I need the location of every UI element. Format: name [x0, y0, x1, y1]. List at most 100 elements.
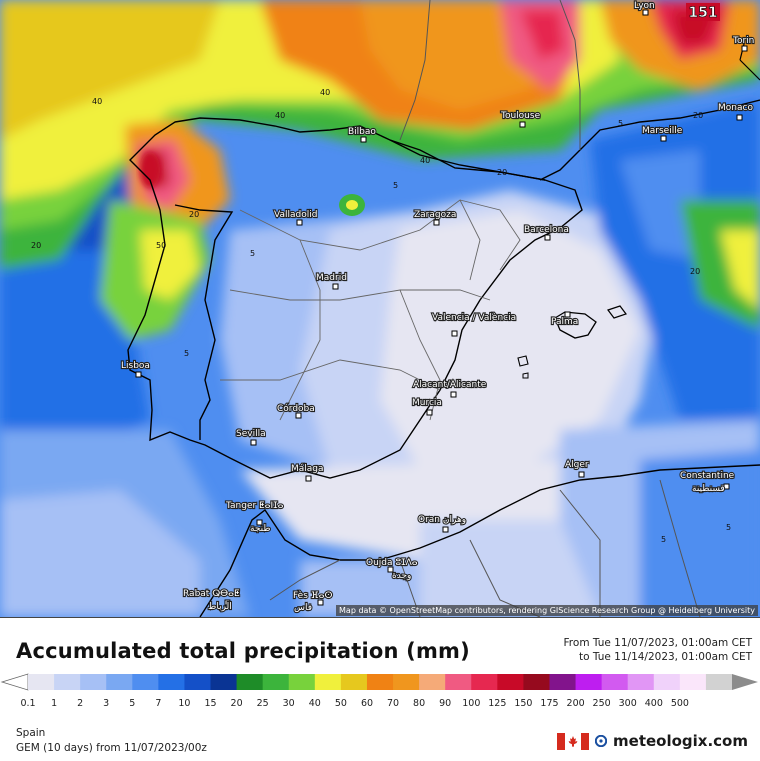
- map-canvas: 40 40 40 40 20 20 5 20 20 5 5 50 20 5 5 …: [0, 0, 760, 617]
- city-markers: [135, 9, 748, 606]
- contour-label: 20: [690, 267, 700, 276]
- city-label-constantine: Constantine: [680, 471, 735, 481]
- city-label-valladolid: Valladolid: [274, 210, 317, 220]
- scale-swatch: [132, 674, 159, 690]
- scale-tick-label: 100: [462, 698, 481, 709]
- scale-swatch: [106, 674, 133, 690]
- scale-swatch: [314, 674, 342, 690]
- scale-swatch: [210, 674, 238, 690]
- scale-tick-label: 250: [592, 698, 611, 709]
- scale-swatch: [497, 674, 524, 690]
- scale-tick-label: 0.1: [20, 698, 36, 709]
- scale-tick-label: 70: [386, 698, 400, 709]
- scale-tick-label: 25: [256, 698, 269, 709]
- legend-period: From Tue 11/07/2023, 01:00am CET to Tue …: [564, 636, 752, 664]
- precip-field: [0, 0, 760, 617]
- formentera-coastline: [522, 372, 529, 379]
- brand-name: meteologix.com: [613, 732, 748, 750]
- city-label-oujda-ar: وجدة: [392, 571, 411, 581]
- city-label-rabat: Rabat ⵕⴱⴰⵟ: [183, 589, 240, 599]
- city-label-alicante: Alacant/Alicante: [413, 380, 487, 390]
- scale-tick-label: 60: [360, 698, 374, 709]
- precip-spot-cantabria-core: [346, 200, 358, 210]
- scale-swatch: [653, 674, 681, 690]
- scale-swatch: [340, 674, 368, 690]
- city-label-monaco: Monaco: [718, 103, 753, 113]
- scale-tick-label: 2: [77, 698, 84, 709]
- max-value-marker: 151: [686, 3, 720, 21]
- scale-left-arrow: [0, 673, 29, 691]
- city-label-constantine-ar: قسنطينة: [692, 484, 725, 494]
- city-label-oran: Oran وهران: [418, 515, 466, 525]
- city-label-torin: Torin: [732, 36, 754, 46]
- scale-tick-label: 1: [51, 698, 58, 709]
- legend-panel: Accumulated total precipitation (mm) Fro…: [0, 617, 760, 761]
- contour-label: 5: [618, 119, 623, 128]
- contour-label: 5: [661, 535, 666, 544]
- scale-swatch: [393, 674, 420, 690]
- city-label-cordoba: Córdoba: [277, 403, 315, 414]
- city-label-tanger-ar: طنجة: [250, 524, 271, 534]
- city-label-palma: Palma: [551, 317, 578, 327]
- scale-tick-label: 125: [488, 698, 507, 709]
- france-coastline: [539, 99, 760, 181]
- africa-coastline: [199, 464, 760, 617]
- contour-label: 5: [393, 181, 398, 190]
- city-label-zaragoza: Zaragoza: [414, 210, 456, 220]
- scale-swatch: [445, 674, 472, 690]
- region-label: Spain: [16, 727, 46, 739]
- city-label-sevilla: Sevilla: [236, 429, 266, 439]
- scale-tick-label: 500: [670, 698, 689, 709]
- contour-label: 50: [156, 241, 166, 250]
- scale-swatch: [28, 674, 55, 690]
- brand[interactable]: meteologix.com: [557, 732, 748, 750]
- city-labels: Lyon Torin Monaco Marseille Toulouse Bil…: [120, 0, 756, 614]
- scale-tick-label: 3: [103, 698, 110, 709]
- city-label-rabat-ar: الرباط: [208, 602, 232, 612]
- scale-swatch: [262, 674, 290, 690]
- spain-region-borders: [220, 199, 521, 421]
- contour-label: 20: [189, 210, 199, 219]
- meteologix-logo-icon: [595, 735, 608, 747]
- scale-tick-label: 20: [230, 698, 243, 709]
- scale-right-arrow: [732, 674, 758, 690]
- ibiza-coastline: [517, 355, 529, 367]
- scale-tick-label: 7: [155, 698, 162, 709]
- spain-portugal-border: [174, 204, 234, 440]
- scale-swatch: [627, 674, 655, 690]
- scale-tick-label: 90: [439, 698, 452, 709]
- africa-region-borders: [269, 479, 701, 617]
- color-scale-bar: [0, 673, 758, 691]
- contour-label: 5: [184, 349, 189, 358]
- model-label: GEM (10 days) from 11/07/2023/00z: [16, 742, 207, 754]
- contour-label: 40: [275, 111, 285, 120]
- scale-tick-label: 400: [644, 698, 663, 709]
- scale-swatch: [184, 674, 212, 690]
- scale-swatch: [288, 674, 316, 690]
- scale-swatch: [366, 674, 394, 690]
- period-to: to Tue 11/14/2023, 01:00am CET: [579, 651, 752, 663]
- scale-tick-label: 80: [413, 698, 426, 709]
- menorca-coastline: [607, 305, 627, 319]
- city-label-barcelona: Barcelona: [524, 225, 569, 235]
- scale-swatch: [419, 674, 446, 690]
- city-label-malaga: Málaga: [291, 464, 324, 474]
- city-label-madrid: Madrid: [316, 273, 347, 283]
- canada-flag-icon: [557, 732, 590, 750]
- scale-tick-label: 10: [178, 698, 191, 709]
- precipitation-map[interactable]: 40 40 40 40 20 20 5 20 20 5 5 50 20 5 5 …: [0, 0, 760, 617]
- scale-swatch: [236, 674, 264, 690]
- contour-label: 40: [92, 97, 102, 106]
- contour-label: 40: [420, 156, 430, 165]
- city-label-toulouse: Toulouse: [500, 111, 541, 121]
- scale-tick-label: 50: [334, 698, 347, 709]
- city-label-alger: Alger: [565, 460, 589, 470]
- city-label-fes-ar: فاس: [294, 603, 312, 613]
- city-label-fes: Fès ⴼⴰⵙ: [293, 590, 332, 601]
- contour-label: 5: [726, 523, 731, 532]
- scale-tick-label: 175: [540, 698, 559, 709]
- contour-label: 40: [320, 88, 330, 97]
- scale-swatch: [54, 674, 81, 690]
- city-label-lisboa: Lisboa: [121, 361, 150, 371]
- period-from: From Tue 11/07/2023, 01:00am CET: [563, 637, 752, 649]
